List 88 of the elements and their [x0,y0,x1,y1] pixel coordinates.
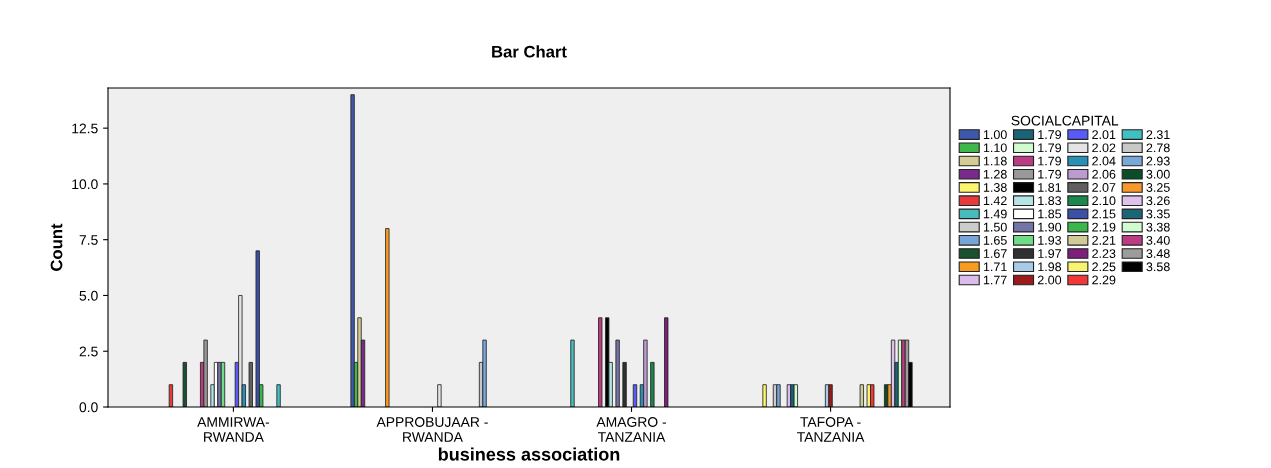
legend-label: 1.50 [983,222,1007,232]
bar [182,361,187,407]
y-axis-title: Count [50,223,63,271]
legend-label: 1.67 [983,249,1007,258]
bar [615,339,620,407]
legend-label: 3.00 [1146,169,1170,179]
y-tick-label: 10.0 [72,179,98,190]
legend-label: 3.25 [1146,183,1170,192]
legend-label: 2.29 [1092,275,1116,285]
legend-label: 1.65 [983,235,1007,245]
bar [643,339,648,407]
x-axis-title: business association [438,447,620,461]
legend-label: 1.98 [1038,262,1062,272]
legend-label: 1.79 [1038,143,1062,153]
legend-label: 1.79 [1038,156,1062,166]
legend-label: 2.25 [1092,262,1116,272]
legend-label: 2.04 [1092,156,1116,166]
legend-label: 1.71 [983,262,1007,272]
legend-label: 2.07 [1092,183,1116,192]
legend-title: SOCIALCAPITAL [1011,115,1119,126]
bar [570,339,575,407]
chart-title: Bar Chart [492,45,567,58]
bar [276,384,281,407]
legend-label: 1.79 [1038,169,1062,179]
legend-label: 3.26 [1146,196,1170,206]
legend-label: 1.10 [983,143,1007,153]
bar [168,384,174,407]
legend-label: 1.49 [983,209,1007,219]
legend-label: 3.35 [1146,209,1170,219]
legend-label: 1.79 [1038,130,1062,140]
y-tick-label: 2.5 [79,346,98,357]
bar [357,317,362,407]
bar [598,317,603,407]
bar [385,228,390,407]
legend-label: 2.31 [1146,130,1170,140]
bar [255,250,260,407]
legend-label: 3.38 [1146,222,1170,232]
bar [901,339,906,407]
x-tick-label: TAFOPA - TANZANIA [797,417,865,442]
legend-label: 1.38 [983,183,1007,192]
legend-label: 2.19 [1092,222,1116,232]
x-tick-label: APPROBUJAAR - RWANDA [376,417,488,442]
legend-label: 1.42 [983,196,1007,205]
legend-label: 2.00 [1037,275,1062,285]
bar [217,361,222,407]
legend-label: 1.85 [1038,209,1062,219]
legend-label: 2.21 [1092,235,1116,245]
bar [350,94,355,407]
bar [664,317,669,407]
legend-label: 2.93 [1146,156,1170,166]
bar [776,384,781,407]
legend-label: 1.77 [983,275,1007,285]
bar [870,384,875,407]
legend-label: 3.48 [1146,249,1170,258]
y-tick-label: 5.0 [79,290,98,301]
bar [248,361,253,407]
bar [203,339,208,407]
y-tick-label: 12.5 [72,123,98,134]
bar [622,361,627,407]
y-tick-label: 0.0 [79,402,98,413]
y-tick-label: 7.5 [79,235,98,245]
bar [859,384,864,407]
bar [866,384,871,407]
legend-label: 1.81 [1038,183,1061,192]
bar [828,384,833,407]
bar [482,339,487,407]
x-tick-label: AMAGRO - TANZANIA [596,417,667,442]
legend-label: 2.06 [1092,169,1116,179]
legend-label: 1.90 [1038,222,1062,232]
legend-label: 3.58 [1146,262,1170,272]
legend-label: 2.23 [1092,249,1116,258]
legend-label: 1.28 [983,169,1007,179]
legend-label: 2.01 [1092,130,1116,140]
legend-label: 1.97 [1038,249,1061,258]
bar [762,384,767,407]
legend-label: 2.02 [1092,143,1116,153]
legend-label: 2.15 [1092,209,1116,219]
legend-label: 2.10 [1092,196,1116,206]
legend-label: 2.78 [1146,143,1170,153]
legend-label: 1.93 [1038,235,1062,245]
legend-label: 1.00 [983,130,1007,140]
legend-label: 3.40 [1146,235,1170,245]
bar [650,361,655,407]
legend-label: 1.18 [983,156,1007,166]
legend-label: 1.83 [1038,196,1062,206]
x-tick-label: AMMIRWA- RWANDA [197,417,270,442]
bar [220,361,226,407]
bar [632,384,638,407]
